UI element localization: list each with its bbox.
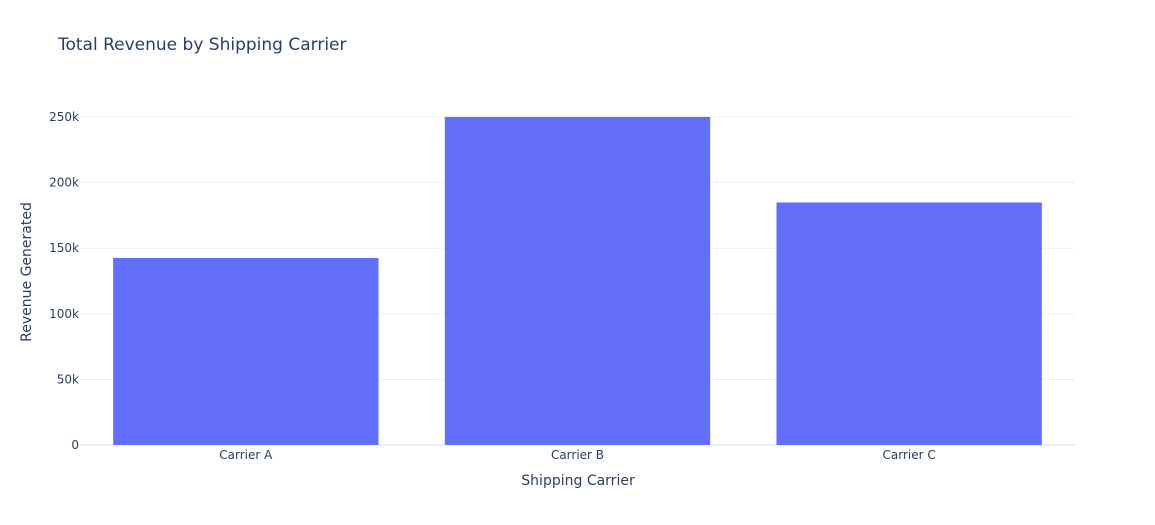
x-tick-label: Carrier C xyxy=(883,448,936,462)
bar-carrier-b[interactable] xyxy=(444,116,711,445)
bars xyxy=(113,116,1042,445)
bar-carrier-c[interactable] xyxy=(776,202,1042,445)
x-tick-label: Carrier A xyxy=(219,448,273,462)
y-tick-label: 0 xyxy=(71,438,79,452)
y-axis-title: Revenue Generated xyxy=(19,202,35,342)
x-axis-title: Shipping Carrier xyxy=(521,473,635,489)
x-tick-label: Carrier B xyxy=(551,448,604,462)
y-tick-label: 50k xyxy=(57,372,79,386)
chart-title: Total Revenue by Shipping Carrier xyxy=(57,35,347,55)
y-axis-ticks: 0 50k 100k 150k 200k 250k xyxy=(49,110,79,452)
x-axis-ticks: Carrier A Carrier B Carrier C xyxy=(219,448,935,462)
y-tick-label: 100k xyxy=(49,307,79,321)
y-tick-label: 150k xyxy=(49,241,79,255)
bar-carrier-a[interactable] xyxy=(113,257,379,445)
y-tick-label: 250k xyxy=(49,110,79,124)
y-tick-label: 200k xyxy=(49,176,79,190)
